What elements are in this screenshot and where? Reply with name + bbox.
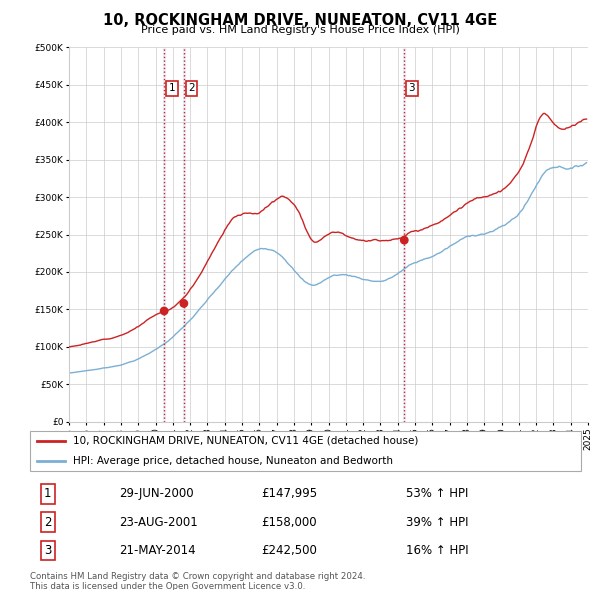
Point <box>179 299 188 308</box>
Bar <box>403 47 405 422</box>
Point <box>160 306 169 316</box>
Text: 10, ROCKINGHAM DRIVE, NUNEATON, CV11 4GE: 10, ROCKINGHAM DRIVE, NUNEATON, CV11 4GE <box>103 13 497 28</box>
Text: 1: 1 <box>169 83 175 93</box>
Text: This data is licensed under the Open Government Licence v3.0.: This data is licensed under the Open Gov… <box>30 582 305 590</box>
Text: 3: 3 <box>409 83 415 93</box>
Text: £158,000: £158,000 <box>262 516 317 529</box>
Text: 39% ↑ HPI: 39% ↑ HPI <box>406 516 469 529</box>
Text: 23-AUG-2001: 23-AUG-2001 <box>119 516 198 529</box>
Bar <box>183 47 185 422</box>
Text: 53% ↑ HPI: 53% ↑ HPI <box>406 487 469 500</box>
Text: 29-JUN-2000: 29-JUN-2000 <box>119 487 194 500</box>
FancyBboxPatch shape <box>30 431 581 471</box>
Text: 16% ↑ HPI: 16% ↑ HPI <box>406 544 469 557</box>
Point <box>400 235 409 245</box>
Text: HPI: Average price, detached house, Nuneaton and Bedworth: HPI: Average price, detached house, Nune… <box>73 456 393 466</box>
Text: Contains HM Land Registry data © Crown copyright and database right 2024.: Contains HM Land Registry data © Crown c… <box>30 572 365 581</box>
Text: £242,500: £242,500 <box>262 544 317 557</box>
Text: Price paid vs. HM Land Registry's House Price Index (HPI): Price paid vs. HM Land Registry's House … <box>140 25 460 35</box>
Bar <box>163 47 165 422</box>
Text: 3: 3 <box>44 544 52 557</box>
Text: 1: 1 <box>44 487 52 500</box>
Text: 21-MAY-2014: 21-MAY-2014 <box>119 544 196 557</box>
Text: 2: 2 <box>188 83 195 93</box>
Text: £147,995: £147,995 <box>262 487 317 500</box>
Text: 2: 2 <box>44 516 52 529</box>
Text: 10, ROCKINGHAM DRIVE, NUNEATON, CV11 4GE (detached house): 10, ROCKINGHAM DRIVE, NUNEATON, CV11 4GE… <box>73 436 418 446</box>
